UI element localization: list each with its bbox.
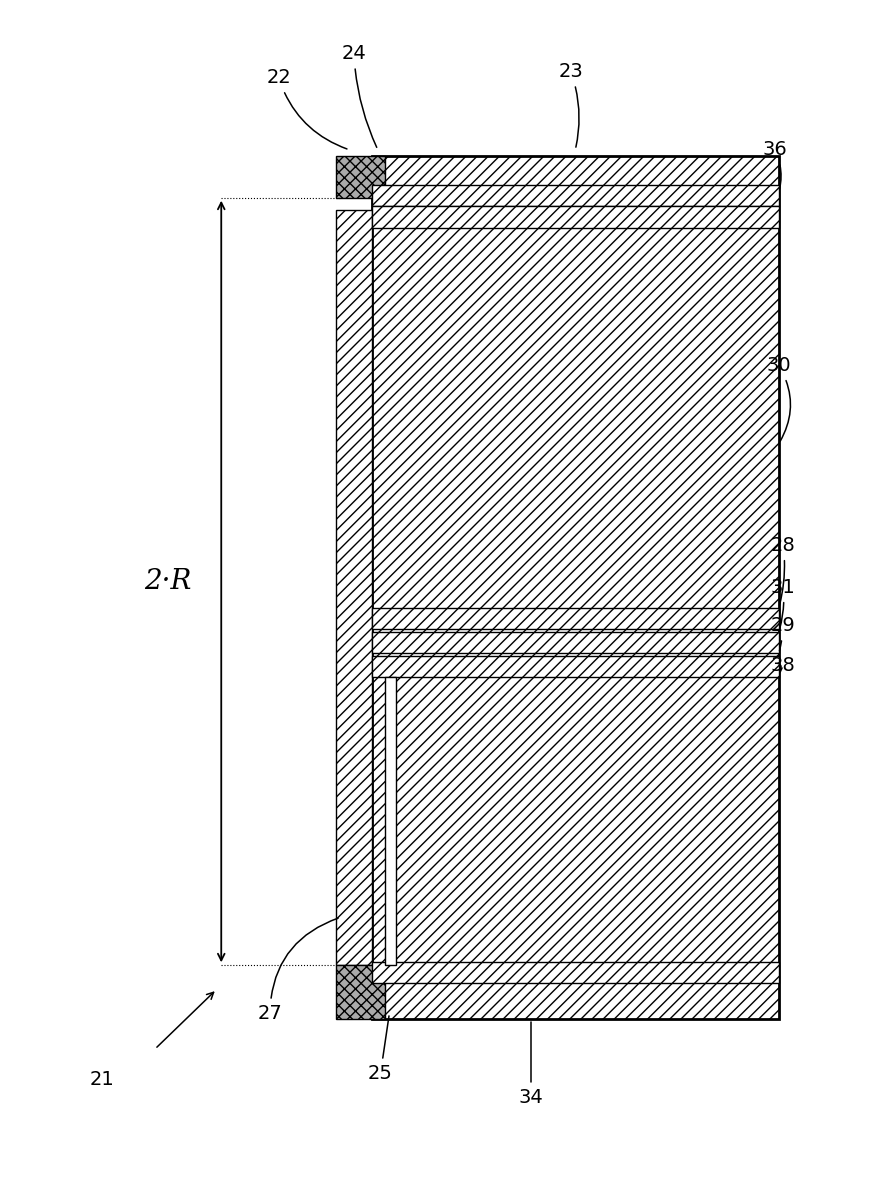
Text: 29: 29 (771, 616, 796, 651)
Bar (372, 206, 779, 228)
Text: 21: 21 (89, 1070, 114, 1089)
Bar (336, 210, 372, 965)
Text: 23: 23 (558, 62, 583, 147)
Bar (372, 656, 779, 677)
Text: 34: 34 (519, 1022, 543, 1107)
Bar (336, 156, 385, 198)
Bar (372, 156, 779, 1019)
Bar (372, 608, 779, 629)
Bar (336, 965, 385, 1019)
Text: 2·R: 2·R (144, 568, 192, 595)
Bar (372, 632, 779, 653)
Bar (385, 677, 396, 965)
Text: 27: 27 (258, 918, 338, 1023)
Bar (372, 185, 779, 206)
Bar (372, 962, 779, 983)
Text: 28: 28 (771, 536, 796, 605)
Text: 24: 24 (342, 44, 377, 147)
Text: 36: 36 (762, 140, 787, 189)
Text: 38: 38 (771, 656, 796, 675)
Text: 22: 22 (266, 68, 347, 149)
Text: 31: 31 (771, 578, 796, 629)
Text: 30: 30 (766, 356, 791, 441)
Text: 25: 25 (368, 1016, 393, 1083)
